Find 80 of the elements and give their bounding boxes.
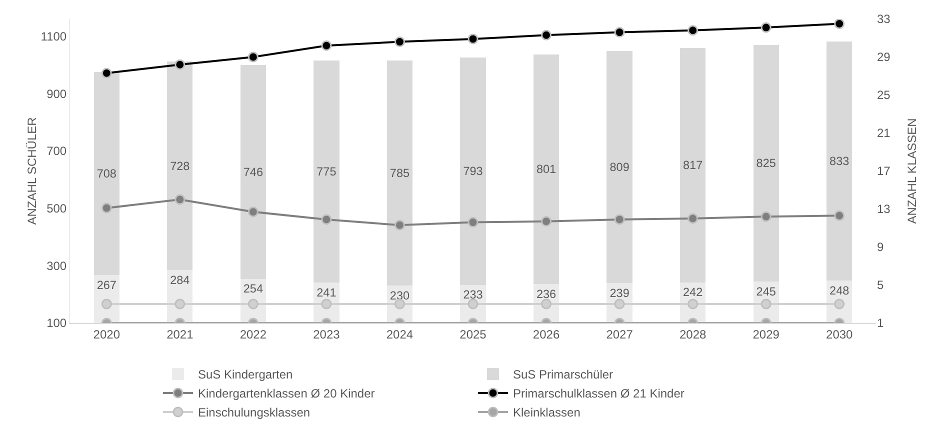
point — [834, 210, 845, 221]
data-label: 241 — [316, 286, 336, 300]
x-tick-label: 2022 — [240, 327, 267, 342]
data-label: 254 — [243, 282, 264, 296]
y2-tick-label: 17 — [877, 164, 891, 178]
x-tick-label: 2020 — [93, 327, 120, 342]
y-tick-label: 700 — [46, 144, 67, 158]
point — [541, 216, 552, 227]
y2-tick-label: 33 — [877, 12, 891, 26]
y2-axis-title: ANZAHL KLASSEN — [905, 118, 919, 224]
point — [321, 214, 332, 225]
point — [101, 68, 112, 78]
x-tick-label: 2028 — [679, 327, 706, 342]
data-label: 239 — [610, 287, 630, 300]
data-label: 785 — [390, 167, 410, 180]
y-tick-label: 500 — [46, 201, 67, 216]
data-label: 809 — [610, 161, 630, 174]
point — [688, 25, 698, 36]
y2-tick-label: 5 — [877, 278, 884, 292]
legend-label: Kleinklassen — [513, 406, 580, 420]
data-label: 728 — [170, 160, 190, 173]
data-label: 746 — [243, 166, 264, 179]
y-axis-title: ANZAHL SCHÜLER — [25, 116, 39, 225]
y2-tick-label: 25 — [877, 88, 891, 102]
point — [174, 298, 186, 310]
point — [760, 211, 772, 222]
y-tick-label: 900 — [46, 86, 67, 101]
point — [468, 217, 478, 228]
data-label: 793 — [463, 165, 484, 178]
data-label: 233 — [463, 288, 484, 302]
x-tick-label: 2027 — [606, 327, 634, 342]
point — [760, 22, 772, 33]
data-label: 775 — [316, 166, 337, 179]
data-label: 801 — [536, 163, 556, 176]
legend-label: Kindergartenklassen Ø 20 Kinder — [198, 386, 375, 401]
y2-tick-label: 9 — [877, 240, 884, 254]
legend-label: SuS Kindergarten — [198, 368, 293, 382]
y2-tick-label: 29 — [877, 50, 891, 64]
point — [174, 194, 186, 205]
legend-label: Primarschulklassen Ø 21 Kinder — [513, 386, 684, 401]
point — [321, 40, 332, 51]
point — [468, 34, 478, 44]
x-tick-label: 2024 — [386, 327, 414, 342]
data-label: 245 — [756, 285, 776, 298]
data-label: 825 — [756, 157, 776, 170]
point — [688, 213, 698, 224]
x-tick-label: 2026 — [532, 327, 560, 342]
point — [101, 202, 112, 214]
data-label: 284 — [170, 274, 190, 288]
data-label: 267 — [96, 278, 116, 292]
x-tick-label: 2029 — [752, 327, 780, 342]
y-tick-label: 100 — [46, 316, 67, 330]
x-tick-label: 2025 — [460, 327, 487, 342]
point — [248, 52, 258, 62]
data-label: 708 — [96, 168, 117, 181]
data-label: 248 — [830, 284, 850, 298]
data-label: 236 — [536, 288, 557, 301]
point — [101, 298, 112, 310]
data-label: 230 — [390, 290, 410, 303]
point — [394, 220, 405, 230]
point — [614, 27, 625, 38]
point — [614, 214, 625, 225]
x-tick-label: 2030 — [826, 327, 854, 342]
point — [248, 206, 258, 218]
y2-tick-label: 21 — [877, 126, 891, 140]
point — [834, 19, 845, 29]
data-label: 242 — [683, 286, 703, 300]
y2-tick-label: 1 — [877, 316, 884, 330]
y-tick-label: 300 — [46, 258, 67, 273]
x-tick-label: 2023 — [313, 327, 340, 342]
y-tick-label: 1100 — [40, 29, 67, 44]
data-label: 817 — [683, 159, 703, 172]
y2-tick-label: 13 — [877, 202, 891, 216]
legend-label: Einschulungsklassen — [198, 406, 310, 420]
x-tick-label: 2021 — [166, 327, 194, 342]
point — [174, 59, 186, 70]
point — [541, 30, 552, 40]
legend-label: SuS Primarschüler — [513, 368, 614, 382]
data-label: 833 — [830, 155, 850, 168]
point — [394, 36, 405, 48]
